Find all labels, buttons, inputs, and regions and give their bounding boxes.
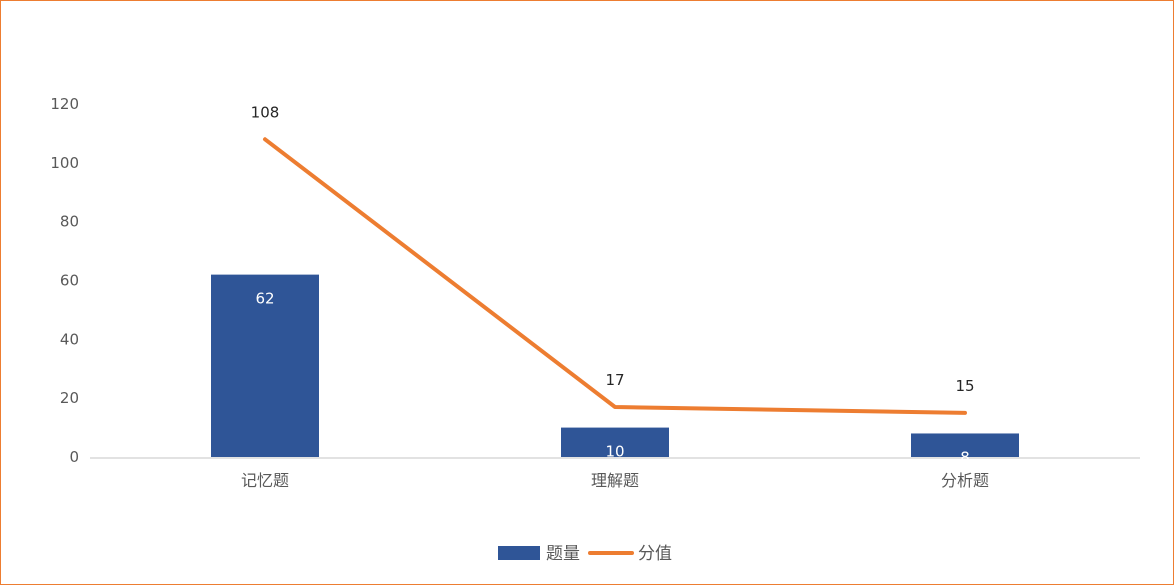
y-tick-label: 120 — [50, 95, 79, 113]
bar-data-label: 8 — [960, 448, 970, 466]
y-tick-label: 60 — [60, 272, 79, 290]
line-data-label: 17 — [605, 371, 624, 389]
y-tick-label: 40 — [60, 330, 79, 348]
bar — [911, 433, 1019, 457]
legend-swatch-bar — [498, 546, 540, 560]
x-tick-label: 记忆题 — [241, 471, 289, 490]
x-tick-label: 理解题 — [591, 471, 639, 490]
legend-label: 题量 — [546, 544, 580, 564]
legend-label: 分值 — [638, 544, 672, 564]
y-tick-label: 80 — [60, 213, 79, 231]
bar — [211, 274, 319, 457]
line-data-label: 15 — [955, 377, 974, 395]
bar — [561, 427, 669, 457]
x-tick-label: 分析题 — [941, 471, 989, 490]
bar-data-label: 10 — [605, 443, 624, 461]
y-tick-label: 0 — [69, 448, 79, 466]
bar-data-label: 62 — [255, 290, 274, 308]
y-tick-label: 20 — [60, 389, 79, 407]
line-data-label: 108 — [251, 103, 280, 121]
y-tick-label: 100 — [50, 154, 79, 172]
